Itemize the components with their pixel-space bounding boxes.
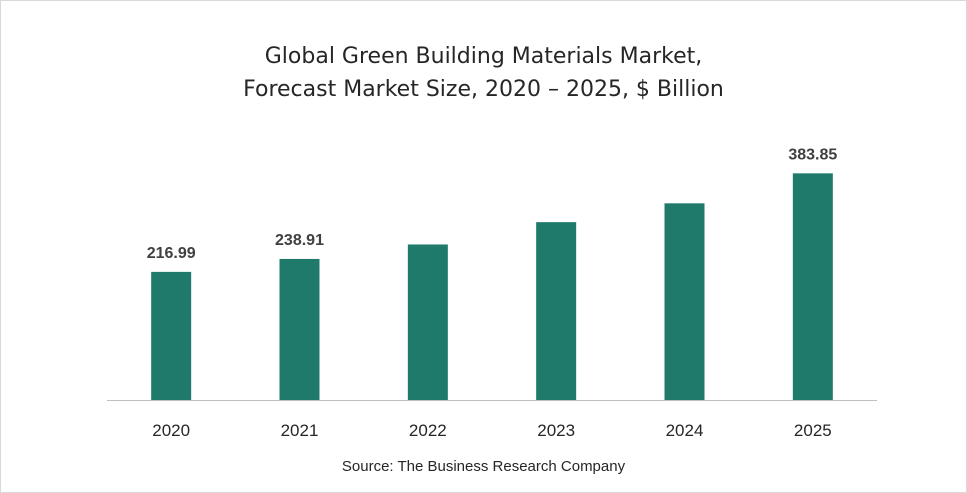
x-tick-label-2024: 2024 bbox=[666, 421, 704, 440]
bar-2021 bbox=[279, 258, 320, 400]
bar-2022 bbox=[407, 244, 448, 400]
bar-2025 bbox=[792, 173, 833, 400]
x-tick-label-2023: 2023 bbox=[537, 421, 575, 440]
x-tick-label-2025: 2025 bbox=[794, 421, 832, 440]
data-label-2021: 238.91 bbox=[275, 232, 324, 249]
chart-title-line-1: Global Green Building Materials Market, bbox=[264, 44, 703, 69]
x-tick-label-2021: 2021 bbox=[281, 421, 319, 440]
bar-2023 bbox=[536, 222, 577, 400]
chart-title-line-2: Forecast Market Size, 2020 – 2025, $ Bil… bbox=[243, 77, 724, 102]
x-tick-label-2022: 2022 bbox=[409, 421, 447, 440]
x-tick-label-2020: 2020 bbox=[152, 421, 190, 440]
bar-2024 bbox=[664, 203, 705, 400]
source-note: Source: The Business Research Company bbox=[341, 458, 626, 475]
data-label-2025: 383.85 bbox=[788, 146, 837, 163]
data-label-2020: 216.99 bbox=[147, 245, 196, 262]
chart-title: Global Green Building Materials Market, … bbox=[0, 40, 967, 106]
bar-2020 bbox=[151, 271, 192, 400]
